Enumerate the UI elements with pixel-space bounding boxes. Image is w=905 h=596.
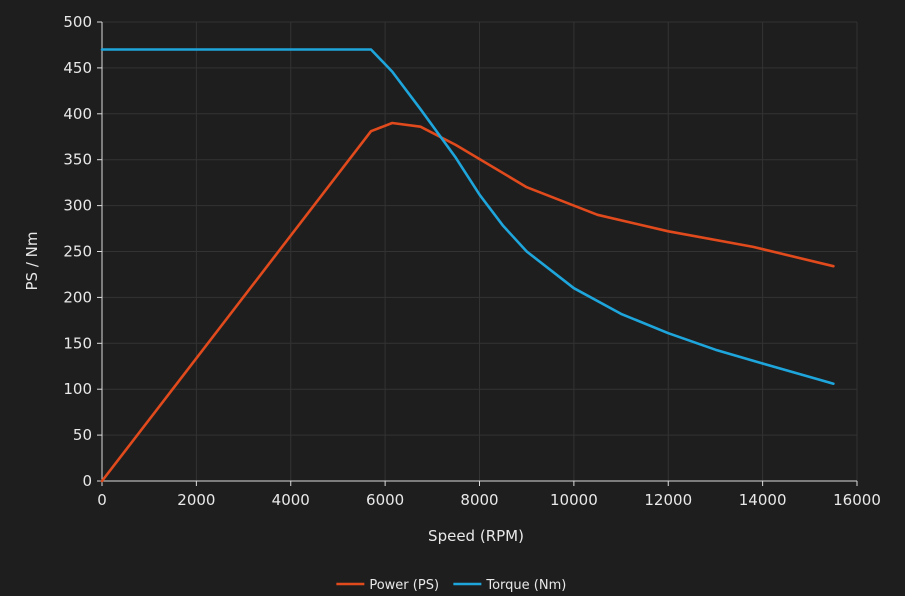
y-tick-label: 450 bbox=[63, 59, 92, 77]
x-tick-label: 4000 bbox=[272, 491, 310, 509]
y-tick-label: 250 bbox=[63, 243, 92, 261]
y-tick-label: 100 bbox=[63, 380, 92, 398]
legend-label: Torque (Nm) bbox=[485, 578, 566, 593]
y-tick-label: 350 bbox=[63, 151, 92, 169]
series bbox=[100, 48, 835, 483]
x-tick-label: 2000 bbox=[177, 491, 215, 509]
x-axis-label: Speed (RPM) bbox=[428, 527, 524, 545]
x-tick-label: 8000 bbox=[460, 491, 498, 509]
x-tick-label: 14000 bbox=[739, 491, 787, 509]
y-tick-label: 200 bbox=[63, 288, 92, 306]
x-axis-ticks: 0 2000 4000 6000 8000 10000 12000 14000 16000 bbox=[97, 481, 881, 509]
x-tick-label: 12000 bbox=[644, 491, 692, 509]
y-tick-label: 50 bbox=[73, 426, 92, 444]
grid bbox=[102, 21, 858, 481]
x-tick-label: 6000 bbox=[366, 491, 404, 509]
y-tick-label: 300 bbox=[63, 197, 92, 215]
y-tick-label: 150 bbox=[63, 334, 92, 352]
legend-label: Power (PS) bbox=[369, 578, 439, 593]
legend-item-power[interactable]: Power (PS) bbox=[336, 578, 439, 593]
series-line-torque bbox=[100, 48, 835, 385]
y-axis-ticks: 0 50 100 150 200 250 300 350 400 450 500 bbox=[63, 13, 102, 490]
legend[interactable]: Power (PS) Torque (Nm) bbox=[336, 578, 566, 593]
y-tick-label: 0 bbox=[82, 472, 92, 490]
y-axis-label: PS / Nm bbox=[23, 232, 41, 291]
series-line-power bbox=[100, 121, 835, 483]
x-tick-label: 0 bbox=[97, 491, 107, 509]
x-tick-label: 16000 bbox=[833, 491, 881, 509]
y-tick-label: 400 bbox=[63, 105, 92, 123]
legend-item-torque[interactable]: Torque (Nm) bbox=[453, 578, 566, 593]
y-tick-label: 500 bbox=[63, 13, 92, 31]
x-tick-label: 10000 bbox=[550, 491, 598, 509]
